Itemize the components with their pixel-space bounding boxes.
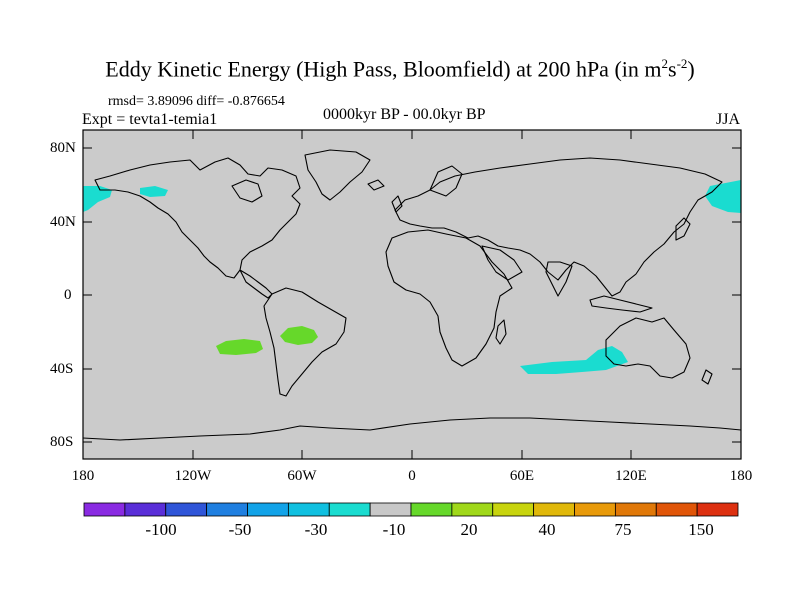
coastline-greenland (304, 149, 371, 201)
colorbar-box-11 (492, 502, 535, 517)
coastlines (82, 149, 742, 441)
anomaly-green-south-america (280, 326, 318, 345)
coastline-madagascar (495, 319, 507, 345)
lon-label-180e: 180 (729, 468, 753, 484)
colorbar-box-6 (287, 502, 330, 517)
coastline-south-america (263, 287, 347, 397)
colorbar-box-5 (247, 502, 289, 517)
lat-label-80n: 80N (50, 140, 76, 156)
lon-label-60e: 60E (509, 468, 535, 484)
title-unit-s: s (668, 56, 677, 82)
coastline-eurasia (394, 157, 723, 297)
period-label: 0000kyr BP - 00.0kyr BP (323, 106, 486, 123)
colorbar-label-3: -30 (304, 520, 328, 539)
colorbar-box-10 (451, 502, 494, 517)
coastline-japan (675, 217, 691, 241)
colorbar-box-16 (696, 502, 739, 517)
title-close: ) (687, 56, 695, 82)
colorbar-box-9 (410, 502, 453, 517)
colorbar-label-4: -10 (382, 520, 406, 539)
lon-label-120w: 120W (174, 468, 212, 484)
coastline-africa (385, 229, 513, 367)
experiment-label: Expt = tevta1-temia1 (82, 111, 218, 128)
colorbar-label-1: -100 (145, 520, 177, 539)
lat-label-40n: 40N (50, 214, 76, 230)
title-text: Eddy Kinetic Energy (High Pass, Bloomfie… (105, 56, 662, 82)
colorbar-box-8 (369, 502, 412, 517)
lon-label-60w: 60W (287, 468, 317, 484)
coastline-central-america (239, 269, 273, 299)
lon-label-180w: 180 (71, 468, 95, 484)
map-background (83, 130, 741, 459)
colorbar-box-14 (614, 502, 657, 517)
lon-ticks (82, 130, 742, 459)
colorbar-box-4 (206, 502, 248, 517)
coastline-australia (605, 317, 691, 379)
colorbar-box-15 (655, 502, 698, 517)
stats-text: rmsd= 3.89096 diff= -0.876654 (108, 94, 285, 109)
anomaly-regions (83, 180, 741, 374)
colorbar-box-2 (124, 502, 167, 517)
coastline-arabia (481, 245, 523, 281)
season-label: JJA (716, 111, 741, 128)
colorbar-box-13 (574, 502, 616, 517)
lat-label-80s: 80S (50, 434, 74, 450)
colorbar-label-6: 40 (538, 520, 556, 539)
colorbar-box-1 (83, 502, 126, 517)
coastline-antarctica (82, 417, 742, 441)
coastline-scandinavia (429, 165, 463, 197)
anomaly-cyan-south-indian (520, 346, 628, 374)
colorbar-box-12 (533, 502, 575, 517)
lat-label-0: 0 (64, 287, 72, 303)
colorbar (83, 502, 739, 517)
coastline-north-america (94, 157, 301, 279)
colorbar-box-7 (328, 502, 371, 517)
chart-title: Eddy Kinetic Energy (High Pass, Bloomfie… (0, 56, 800, 82)
title-exponent-1: 2 (661, 56, 669, 71)
colorbar-box-3 (165, 502, 208, 517)
coastline-uk (391, 195, 403, 213)
title-exponent-2: -2 (676, 56, 688, 71)
anomaly-cyan-alaska (140, 186, 168, 197)
colorbar-label-7: 75 (614, 520, 632, 539)
coastline-new-zealand (701, 369, 713, 385)
lon-label-0: 0 (408, 468, 416, 484)
coastline-hudson-bay (231, 179, 263, 203)
lat-label-40s: 40S (50, 361, 74, 377)
coastline-india (545, 261, 573, 297)
colorbar-label-5: 20 (460, 520, 478, 539)
lon-label-120e: 120E (615, 468, 647, 484)
coastline-southeast-asia-islands (589, 295, 653, 313)
colorbar-label-2: -50 (228, 520, 252, 539)
coastline-iceland (367, 179, 385, 191)
anomaly-cyan-north-pacific-west (705, 180, 741, 213)
colorbar-label-8: 150 (688, 520, 714, 539)
lat-ticks (83, 147, 741, 443)
anomaly-green-south-pacific (216, 339, 263, 355)
anomaly-cyan-north-pacific-east (83, 186, 112, 212)
